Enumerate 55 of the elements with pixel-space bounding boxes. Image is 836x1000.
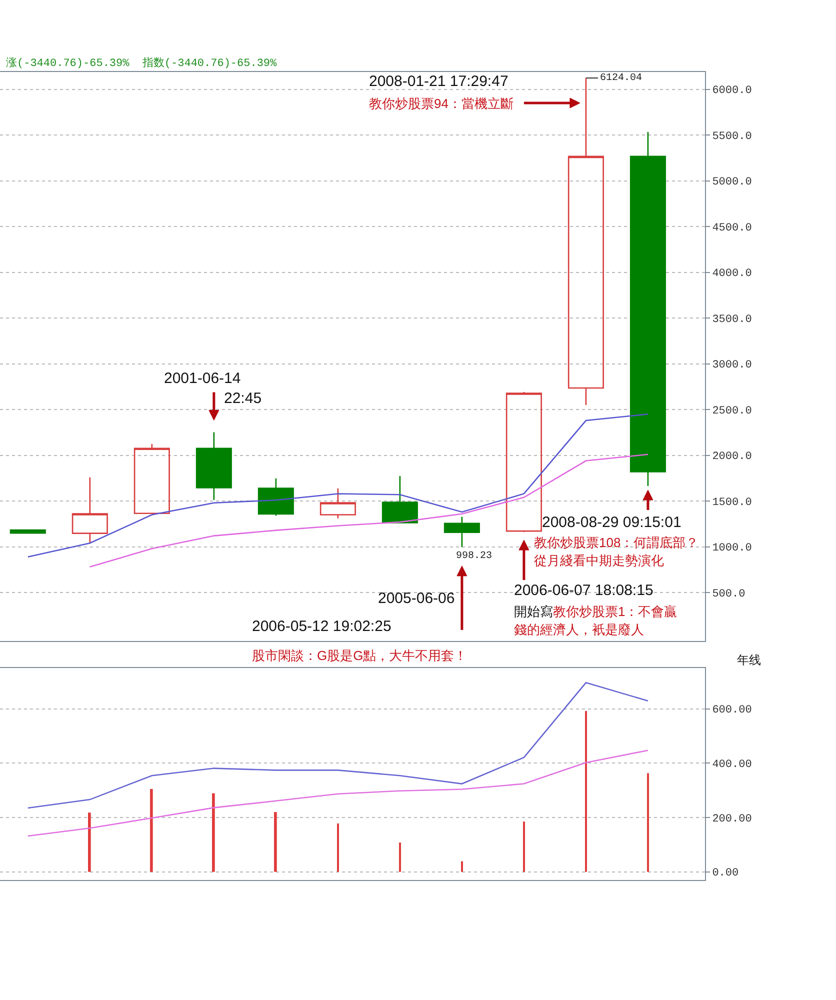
- candlestick: [320, 488, 356, 519]
- text: 年线: [737, 653, 761, 667]
- bar: [212, 793, 215, 872]
- y-tick-label: 3500.0: [712, 314, 752, 326]
- y-tick-label: 5000.0: [712, 176, 752, 189]
- y-tick-label: 5500.0: [712, 130, 752, 143]
- line-series: [27, 750, 649, 837]
- annotation: 2006-05-12 19:02:25: [252, 618, 392, 635]
- annotation: 錢的經濟人，衹是廢人: [514, 622, 644, 637]
- y-tick-label: 1000.0: [712, 542, 752, 555]
- candlestick: [134, 443, 170, 514]
- annotation: 6124.04: [600, 73, 642, 84]
- y-tick-label: 600.00: [712, 704, 752, 717]
- annotation: 教你炒股票108：何謂底部？: [534, 535, 699, 550]
- bar: [399, 842, 401, 872]
- y-tick-label: 4500.0: [712, 222, 752, 234]
- bar: [647, 773, 649, 872]
- bar: [88, 812, 91, 872]
- annotation: 開始寫: [514, 604, 553, 619]
- y-tick-label: 3000.0: [712, 360, 752, 372]
- y-tick-label: 2500.0: [712, 405, 752, 418]
- bar: [585, 710, 587, 872]
- candlestick: [196, 432, 232, 501]
- candlestick: [444, 516, 480, 548]
- candlestick: [72, 476, 108, 544]
- line-series: [27, 682, 649, 809]
- annotation: 2008-08-29 09:15:01: [542, 514, 682, 531]
- y-tick-label: 500.0: [712, 588, 746, 600]
- y-tick-label: 200.00: [712, 813, 752, 826]
- y-tick-label: 400.00: [712, 758, 752, 771]
- y-tick-label: 2000.0: [712, 451, 752, 464]
- bar: [337, 823, 339, 872]
- candlestick: [630, 131, 666, 487]
- annotation: 998.23: [456, 551, 492, 562]
- annotation: 2006-06-07 18:08:15: [514, 582, 654, 599]
- annotation: 教你炒股票94：當機立斷: [369, 96, 514, 111]
- bar: [274, 812, 277, 872]
- bar: [150, 788, 153, 872]
- y-tick-label: 1500.0: [712, 496, 752, 509]
- annotation: 從月綫看中期走勢演化: [534, 553, 664, 568]
- candlestick: [506, 391, 542, 533]
- annotation: 2005-06-06: [378, 590, 455, 607]
- text: 股市閑談：G股是G點，大牛不用套！: [252, 648, 468, 663]
- annotation: 2001-06-14: [164, 370, 241, 387]
- bar: [523, 822, 525, 872]
- annotation: 教你炒股票1：不會贏: [553, 604, 678, 619]
- annotation: 2008-01-21 17:29:47: [369, 73, 508, 90]
- candlestick: [382, 475, 418, 524]
- bar: [461, 861, 463, 872]
- y-tick-label: 4000.0: [712, 268, 752, 280]
- candlestick: [258, 478, 294, 516]
- chart-title: 涨(-3440.76)-65.39% 指数(-3440.76)-65.39%: [6, 57, 278, 70]
- y-tick-label: 0.00: [712, 868, 739, 880]
- annotation: 22:45: [224, 390, 262, 407]
- y-tick-label: 6000.0: [712, 85, 752, 98]
